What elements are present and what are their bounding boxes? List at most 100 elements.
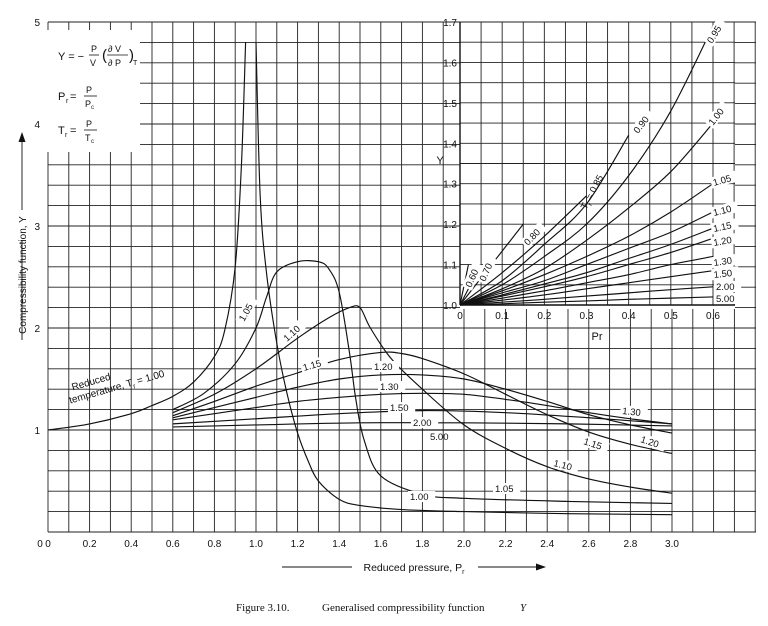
curve-label-tr-1-10-lower: 1.10 — [552, 458, 573, 473]
inset-x-tick-label: 0.4 — [622, 311, 636, 322]
series-line-tr-1-00 — [255, 42, 673, 516]
x-tick-label: 1.0 — [249, 539, 263, 550]
svg-text:P: P — [85, 99, 91, 109]
inset-y-tick-label: 1.7 — [443, 18, 457, 29]
series-line-tr-1-15 — [172, 351, 673, 455]
svg-text:c: c — [91, 139, 94, 145]
svg-text:=: = — [70, 91, 76, 103]
svg-text:∂ V: ∂ V — [108, 44, 121, 54]
series-line-tr-1-30 — [172, 392, 673, 425]
svg-text:c: c — [91, 105, 94, 111]
origin-tick-label: 0 — [37, 539, 43, 550]
inset-label-tr-5-00: 5.00 — [716, 294, 735, 305]
inset-series-line-tr-1-10 — [459, 211, 714, 306]
curve-label-tr-2-00: 2.00 — [413, 418, 432, 429]
inset-series-line-tr-2-00 — [459, 286, 714, 306]
x-tick-label: 2.0 — [457, 539, 471, 550]
inset-label-tr-1-20: 1.20 — [713, 235, 733, 249]
inset-grid — [459, 21, 735, 306]
inset-label-tr-1-05: 1.05 — [712, 173, 733, 189]
curve-label-tr-1-30-lower: 1.30 — [622, 406, 642, 419]
inset-curves — [459, 25, 714, 306]
x-tick-label: 1.4 — [332, 539, 346, 550]
inset-label-tr-1-30: 1.30 — [713, 256, 733, 269]
main-axis-ticks: 0 0.2 0.4 0.6 0.8 1.0 1.2 1.4 1.6 1.8 2.0 2.2 2.4 2.6… — [34, 18, 679, 550]
x-tick-label: 2.2 — [499, 539, 513, 550]
main-curves — [47, 42, 673, 516]
x-tick-label: 0.8 — [207, 539, 221, 550]
inset-label-tr-2-00: 2.00 — [716, 282, 735, 293]
def-tr: T — [58, 125, 65, 137]
y-axis-title: Compressibility function, Y — [18, 132, 29, 340]
inset-label-tr-1-15: 1.15 — [712, 220, 732, 235]
series-line-tr-1-00 — [47, 42, 247, 431]
series-line-tr-1-20 — [172, 373, 673, 434]
x-tick-label: 0.6 — [166, 539, 180, 550]
caption-symbol: Y — [520, 602, 528, 614]
y-tick-label: 4 — [34, 120, 40, 131]
x-tick-label: 2.8 — [623, 539, 637, 550]
inset-label-tr-1-10: 1.10 — [712, 204, 733, 219]
inset-series-line-tr-1-15 — [459, 227, 714, 306]
def-pr: P — [58, 91, 65, 103]
x-tick-label: 0.2 — [83, 539, 97, 550]
reduced-temperature-annotation: Reduced temperature, Tr = 1.00 — [68, 369, 167, 409]
inset-series-line-tr-0-95 — [459, 25, 714, 306]
x-tick-label: 1.2 — [291, 539, 305, 550]
inset-x-tick-label: 0.3 — [580, 311, 594, 322]
svg-text:V: V — [90, 58, 96, 68]
series-line-tr-1-10 — [172, 305, 673, 494]
inset-series-line-tr-0-90 — [459, 134, 630, 306]
curve-labels: 1.051.101.15 1.201.301.502.005.001.001.05… — [235, 17, 742, 503]
inset-series-line-tr-1-50 — [459, 270, 714, 306]
x-tick-label: 2.6 — [582, 539, 596, 550]
series-line-tr-1-50 — [172, 410, 673, 425]
svg-text:(: ( — [102, 47, 107, 64]
figure-caption: Figure 3.10. Generalised compressibility… — [236, 602, 528, 614]
x-axis-title: Reduced pressure, Pr — [282, 562, 546, 576]
curve-label-tr-1-05-lower: 1.05 — [495, 484, 514, 495]
x-axis-label: Reduced pressure, Pr — [364, 562, 466, 576]
inset-series-line-tr-0-85 — [459, 195, 587, 306]
y-tick-label: 2 — [34, 324, 40, 335]
y-tick-label: 1 — [34, 426, 40, 437]
x-tick-label: 0 — [45, 539, 51, 550]
x-tick-label: 3.0 — [665, 539, 679, 550]
y-tick-label: 5 — [34, 18, 40, 29]
inset-series-line-tr-1-20 — [459, 237, 714, 306]
svg-text:P: P — [86, 85, 92, 95]
svg-text:T: T — [133, 60, 138, 67]
inset-y-tick-label: 1.0 — [443, 301, 457, 312]
inset-y-axis-label: Y — [436, 155, 444, 167]
caption-figure: Figure 3.10. — [236, 602, 290, 614]
def-y: Y = − — [58, 51, 84, 63]
inset-y-tick-label: 1.3 — [443, 180, 457, 191]
y-tick-label: 3 — [34, 222, 40, 233]
curve-label-tr-1-20-lower: 1.20 — [639, 434, 660, 450]
svg-text:=: = — [70, 125, 76, 137]
inset-x-tick-label: 0.5 — [664, 311, 678, 322]
inset-series-line-tr-5-00 — [459, 296, 714, 306]
inset-y-tick-label: 1.5 — [443, 99, 457, 110]
curve-label-tr-1-20: 1.20 — [374, 362, 393, 373]
svg-text:∂ P: ∂ P — [108, 58, 121, 68]
curve-label-tr-1-15: 1.15 — [302, 358, 323, 374]
inset-x-tick-label: 0.6 — [706, 311, 720, 322]
inset-y-tick-label: 1.2 — [443, 220, 457, 231]
curve-label-tr-1-15-lower: 1.15 — [582, 436, 603, 452]
series-line-tr-1-05 — [172, 260, 673, 505]
x-tick-label: 1.8 — [415, 539, 429, 550]
x-tick-label: 2.4 — [540, 539, 554, 550]
svg-text:P: P — [86, 119, 92, 129]
inset-x-axis-label: Pr — [592, 331, 603, 343]
x-tick-label: 1.6 — [374, 539, 388, 550]
inset-y-tick-label: 1.1 — [443, 261, 457, 272]
curve-label-tr-5-00: 5.00 — [430, 432, 449, 443]
inset-axis-ticks: 0 0.1 0.2 0.3 0.4 0.5 0.6 1.0 1.1 1.2 1.3 1.4 1.5 1.6… — [436, 18, 720, 343]
definitions-box — [42, 30, 140, 152]
curve-label-tr-1-30: 1.30 — [380, 382, 399, 393]
curve-label-tr-1-00: 1.00 — [410, 492, 429, 503]
svg-text:r: r — [66, 98, 69, 105]
y-axis-label: Compressibility function, Y — [18, 216, 29, 334]
